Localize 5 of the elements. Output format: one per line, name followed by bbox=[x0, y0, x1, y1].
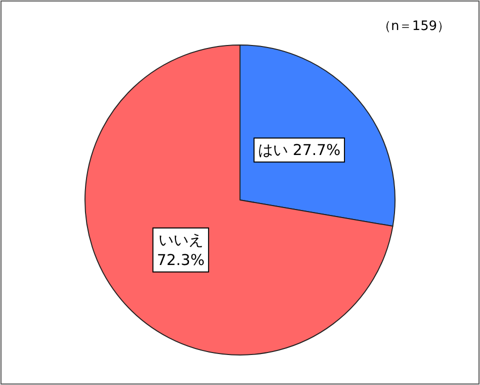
text: （n＝159） bbox=[378, 19, 450, 34]
data-label: 72.3% bbox=[156, 250, 205, 269]
slice-label: はい 27.7% bbox=[258, 141, 340, 160]
pie-slice bbox=[84, 44, 394, 356]
slice-label: いいえ bbox=[158, 230, 204, 249]
